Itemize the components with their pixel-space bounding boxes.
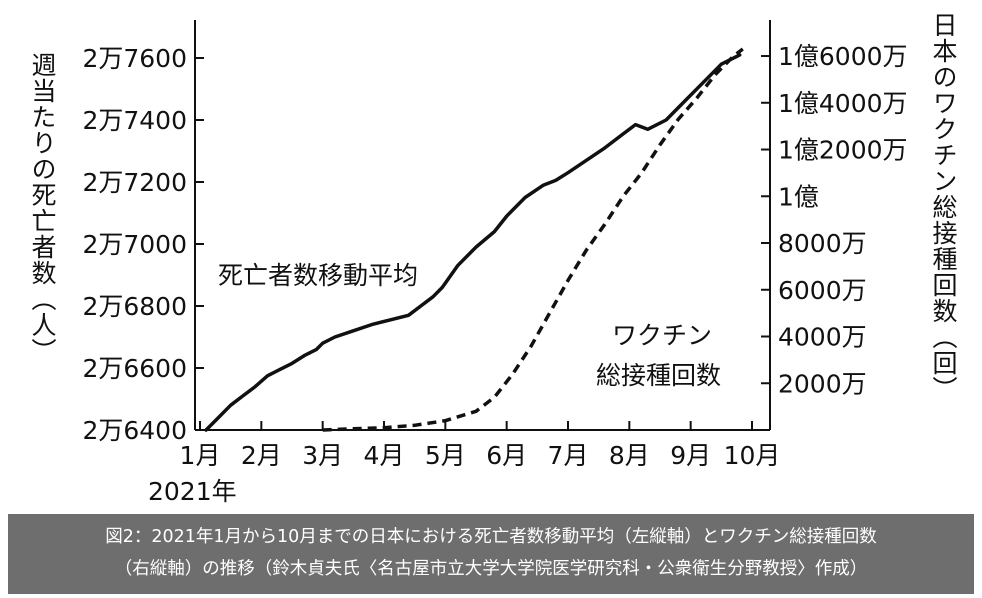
left-tick-label: 2万6800 bbox=[82, 292, 187, 321]
x-year-label: 2021年 bbox=[148, 477, 237, 506]
deaths-series-line bbox=[204, 53, 742, 432]
right-tick-label: 8000万 bbox=[778, 229, 867, 258]
x-tick-label: 5月 bbox=[425, 441, 466, 470]
right-axis-label: 日本のワクチン総接種回数（回） bbox=[929, 12, 958, 402]
right-tick-label: 4000万 bbox=[778, 323, 867, 352]
left-axis-label: 週当たりの死亡者数（人） bbox=[28, 52, 57, 364]
left-tick-label: 2万7000 bbox=[82, 230, 187, 259]
deaths-series-label: 死亡者数移動平均 bbox=[218, 261, 419, 290]
left-tick-label: 2万6400 bbox=[82, 416, 187, 445]
x-tick-label: 9月 bbox=[670, 441, 711, 470]
x-tick-label: 7月 bbox=[548, 441, 589, 470]
vaccine-series-label-line1: ワクチン bbox=[612, 321, 713, 350]
x-tick-label: 3月 bbox=[302, 441, 343, 470]
caption-line-1: 図2：2021年1月から10月までの日本における死亡者数移動平均（左縦軸）とワク… bbox=[105, 527, 877, 547]
x-tick-label: 8月 bbox=[609, 441, 650, 470]
x-tick-label: 4月 bbox=[364, 441, 405, 470]
caption-line-2: （右縦軸）の推移（鈴木貞夫氏〈名古屋市立大学大学院医学研究科・公衆衛生分野教授〉… bbox=[114, 559, 868, 579]
vaccine-series-line bbox=[322, 47, 744, 432]
right-tick-label: 1億4000万 bbox=[778, 89, 908, 118]
right-tick-label: 6000万 bbox=[778, 276, 867, 305]
right-tick-label: 1億 bbox=[778, 182, 819, 211]
left-tick-label: 2万7200 bbox=[82, 168, 187, 197]
left-tick-label: 2万6600 bbox=[82, 354, 187, 383]
chart-area: 2万6400 2万6600 2万6800 2万7000 2万7200 2万7400 2万76… bbox=[28, 12, 958, 506]
left-tick-label: 2万7600 bbox=[82, 44, 187, 73]
vaccine-series-label-line2: 総接種回数 bbox=[596, 361, 722, 390]
right-tick-label: 1億6000万 bbox=[778, 42, 908, 71]
right-tick-label: 2000万 bbox=[778, 369, 867, 398]
x-tick-label: 1月 bbox=[180, 441, 221, 470]
chart-svg: 2万6400 2万6600 2万6800 2万7000 2万7200 2万7400 2万76… bbox=[82, 20, 908, 506]
left-tick-label: 2万7400 bbox=[82, 106, 187, 135]
x-tick-label: 10月 bbox=[724, 441, 781, 470]
x-tick-label: 6月 bbox=[486, 441, 527, 470]
x-tick-label: 2月 bbox=[241, 441, 282, 470]
right-tick-label: 1億2000万 bbox=[778, 136, 908, 165]
figure-caption: 図2：2021年1月から10月までの日本における死亡者数移動平均（左縦軸）とワク… bbox=[8, 514, 974, 594]
